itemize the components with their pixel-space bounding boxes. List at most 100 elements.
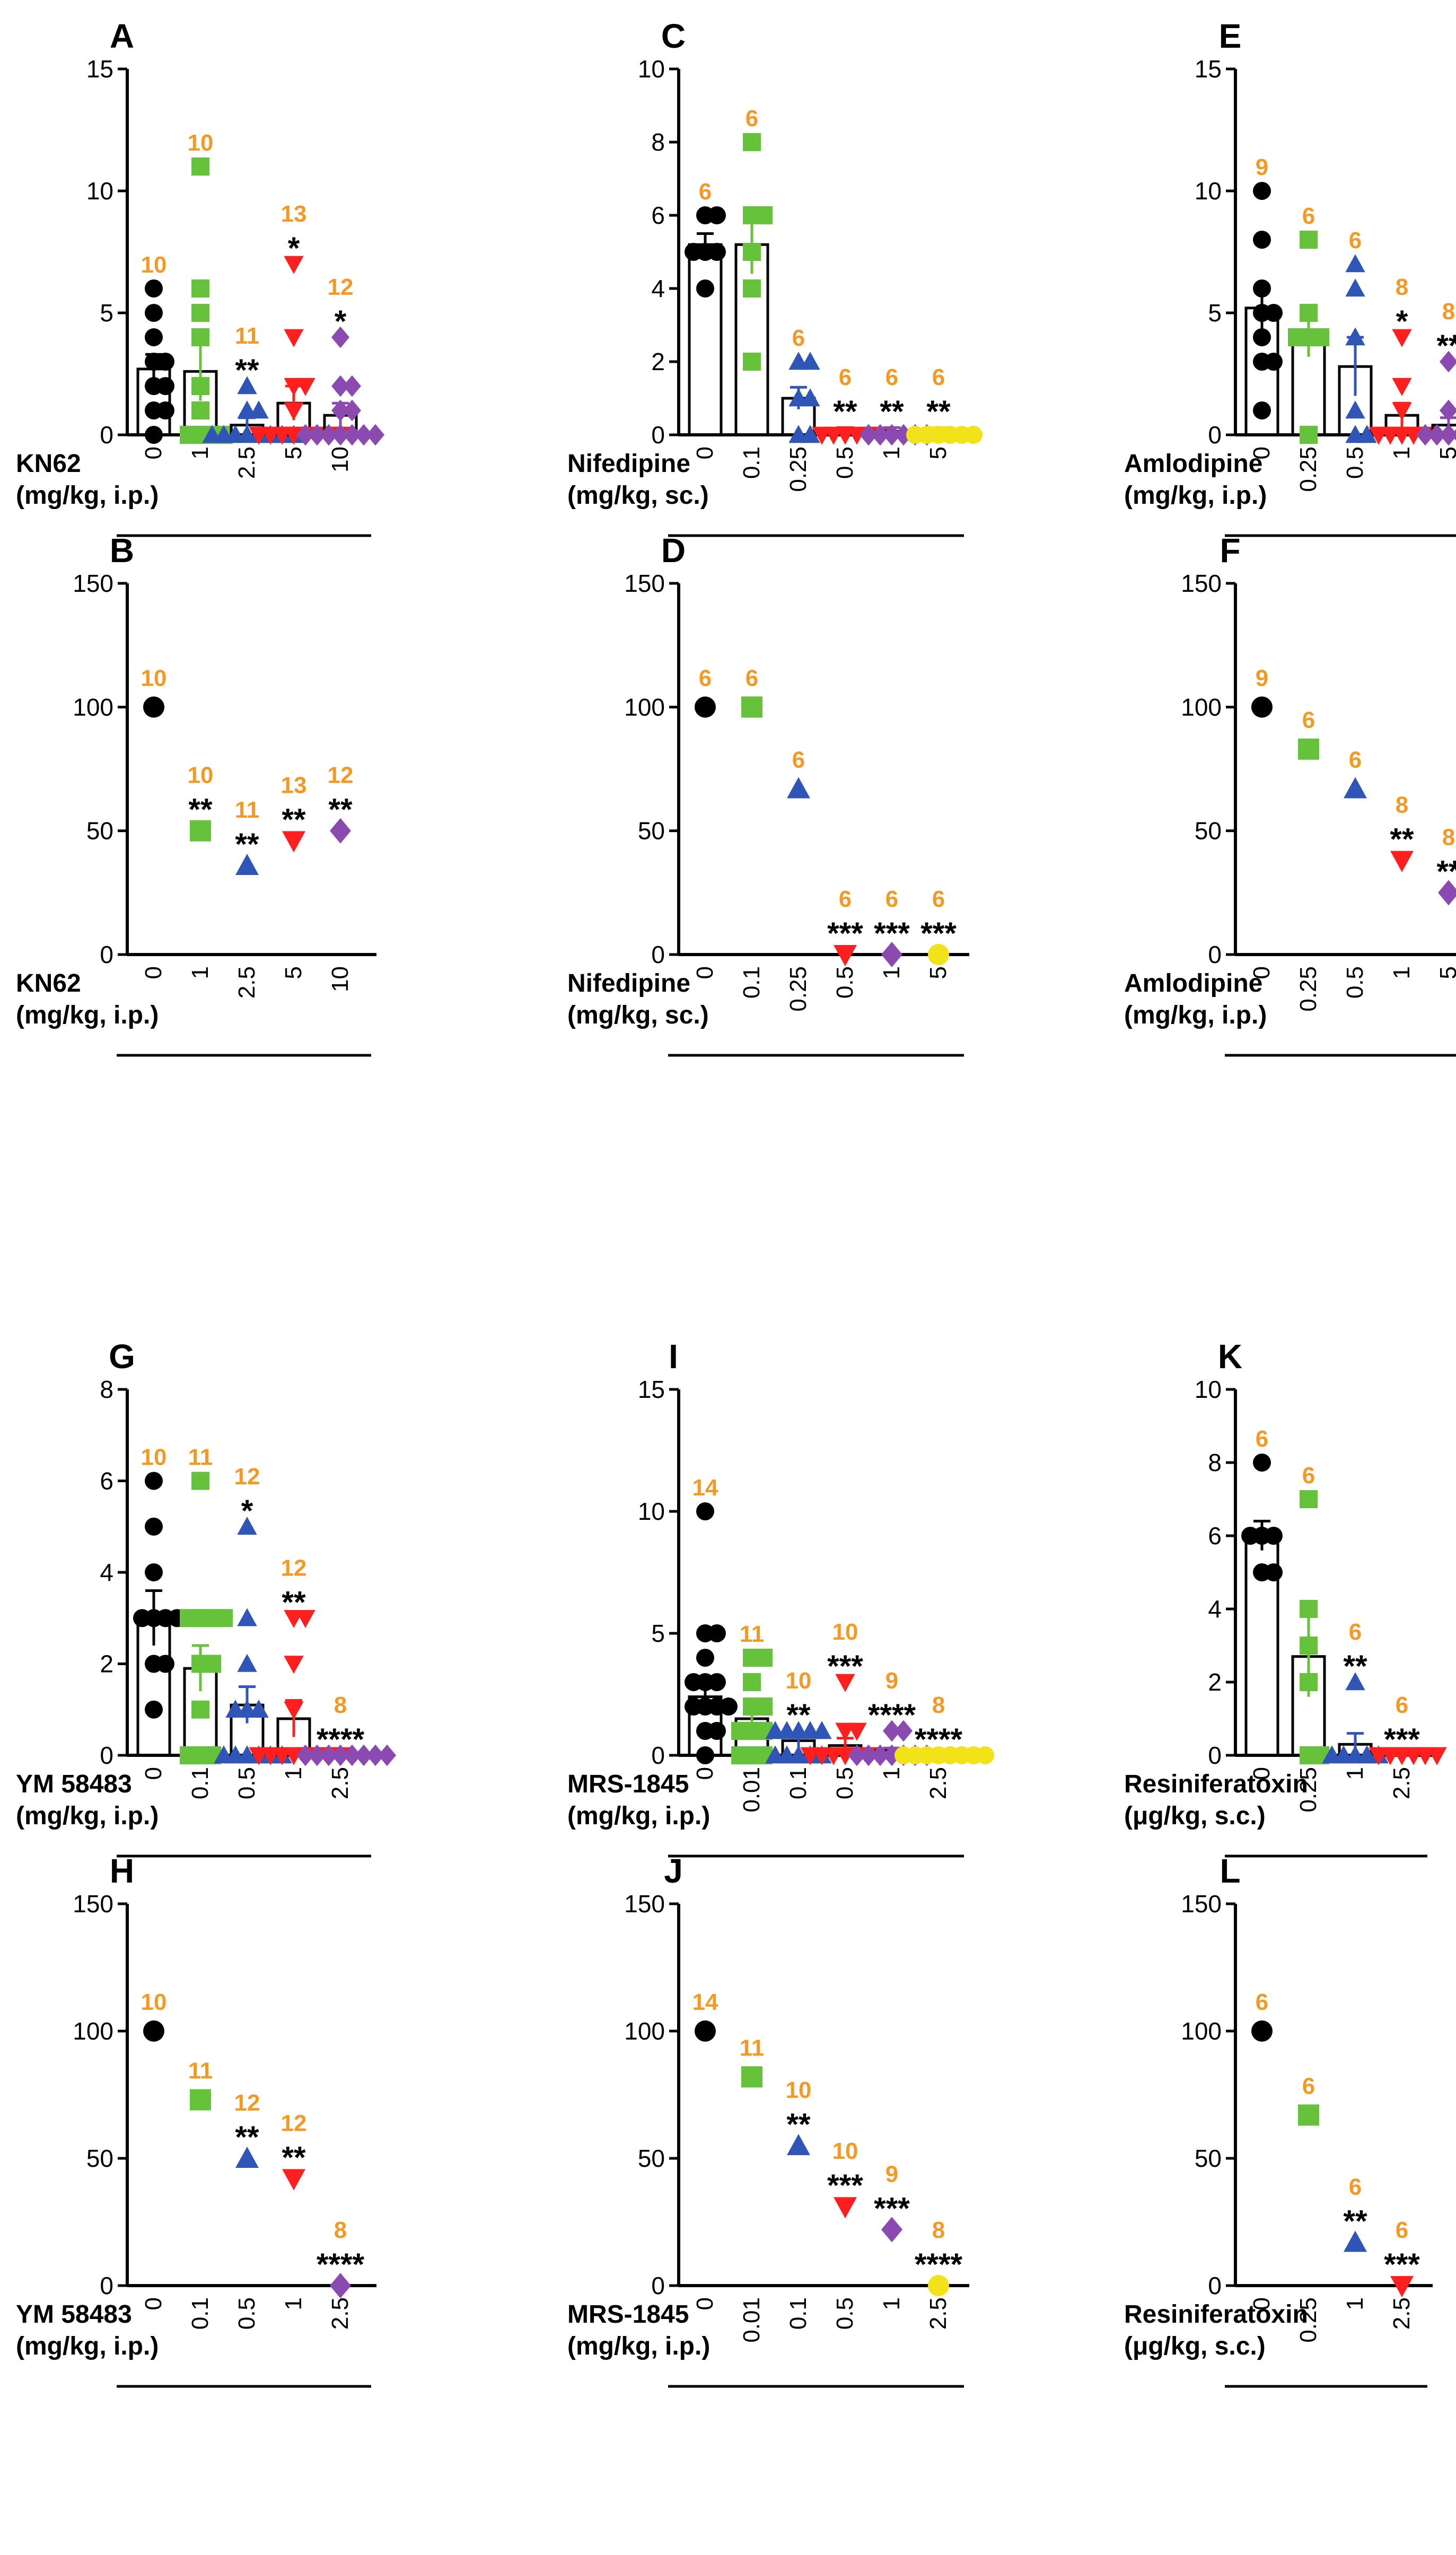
data-point bbox=[894, 1746, 913, 1764]
significance-stars: *** bbox=[874, 916, 910, 951]
n-label: 6 bbox=[1256, 1426, 1268, 1452]
data-point bbox=[755, 1649, 773, 1667]
percent-point bbox=[330, 2273, 351, 2298]
significance-stars: *** bbox=[920, 916, 957, 951]
n-label: 8 bbox=[334, 1692, 347, 1718]
x-tick-label: 0.1 bbox=[187, 1767, 213, 1799]
percent-point bbox=[190, 2089, 211, 2111]
data-point bbox=[731, 1746, 749, 1764]
data-point bbox=[237, 1653, 257, 1672]
x-tick-label: 0.5 bbox=[1342, 447, 1368, 479]
data-point bbox=[883, 1720, 901, 1742]
y-tick-label: 0 bbox=[100, 1742, 113, 1769]
y-tick-label: 5 bbox=[651, 1620, 665, 1647]
data-point bbox=[191, 1700, 209, 1719]
data-point bbox=[191, 1472, 209, 1490]
data-point bbox=[1392, 378, 1412, 396]
x-tick-label: 2.5 bbox=[234, 966, 260, 999]
y-tick-label: 5 bbox=[1208, 299, 1222, 327]
percent-point bbox=[330, 818, 351, 844]
data-point bbox=[191, 279, 209, 298]
x-tick-label: 0 bbox=[141, 447, 166, 459]
y-tick-label: 4 bbox=[1208, 1595, 1222, 1623]
n-label: 11 bbox=[235, 323, 260, 349]
x-tick-label: 0 bbox=[1249, 966, 1275, 979]
x-tick-label: 0 bbox=[692, 447, 718, 459]
drug-name: Resiniferatoxin bbox=[1124, 2300, 1308, 2329]
y-tick-label: 0 bbox=[1208, 2272, 1222, 2299]
x-tick-label: 0.25 bbox=[1295, 447, 1321, 492]
n-label: 6 bbox=[792, 325, 805, 351]
panel-letter: H bbox=[110, 1852, 134, 1890]
significance-stars: * bbox=[241, 1494, 253, 1528]
significance-stars: *** bbox=[1384, 1722, 1420, 1757]
data-point bbox=[743, 279, 761, 298]
data-point bbox=[237, 1608, 257, 1626]
x-tick-label: 1 bbox=[879, 1767, 905, 1780]
y-tick-label: 8 bbox=[651, 128, 665, 156]
x-tick-label: 2.5 bbox=[925, 2297, 951, 2330]
data-point bbox=[1253, 328, 1271, 346]
significance-stars: *** bbox=[874, 2191, 910, 2226]
n-label: 6 bbox=[1302, 2073, 1315, 2099]
x-tick-label: 0.25 bbox=[785, 966, 811, 1012]
panel-letter: J bbox=[664, 1852, 683, 1890]
y-tick-label: 10 bbox=[1195, 177, 1222, 205]
n-label: 9 bbox=[1256, 665, 1268, 691]
data-point bbox=[214, 1745, 234, 1764]
y-tick-label: 50 bbox=[638, 2145, 665, 2172]
percent-point bbox=[1390, 851, 1414, 872]
data-point bbox=[731, 1722, 749, 1740]
y-tick-label: 5 bbox=[100, 299, 113, 327]
dose-units: (mg/kg, i.p.) bbox=[567, 1802, 710, 1830]
percent-point bbox=[1438, 880, 1456, 906]
data-point bbox=[1345, 400, 1365, 419]
panel-letter: D bbox=[661, 531, 686, 570]
dose-units: (mg/kg, i.p.) bbox=[567, 2332, 710, 2360]
n-label: 6 bbox=[1396, 1692, 1408, 1718]
x-tick-label: 0 bbox=[692, 1767, 718, 1780]
panel-j: J 0 50 100 150 0 0.01 0.1 0.5 1 2.5 MRS-1845 (mg/kg,… bbox=[567, 1852, 969, 2388]
dose-units: (mg/kg, i.p.) bbox=[16, 2332, 159, 2360]
data-point bbox=[237, 1517, 257, 1535]
data-point bbox=[295, 1609, 315, 1628]
x-tick-label: 2.5 bbox=[1389, 1767, 1415, 1799]
data-point bbox=[156, 353, 174, 371]
x-tick-label: 0 bbox=[141, 966, 166, 979]
x-tick-label: 0.1 bbox=[739, 966, 765, 999]
data-point bbox=[1357, 425, 1377, 443]
x-tick-label: 1 bbox=[879, 2297, 905, 2310]
data-point bbox=[249, 400, 269, 419]
dose-units: (μg/kg, s.c.) bbox=[1124, 1802, 1266, 1830]
data-point bbox=[743, 1673, 761, 1691]
x-tick-label: 0.25 bbox=[1295, 1767, 1321, 1813]
data-point bbox=[800, 1747, 820, 1765]
data-point bbox=[1311, 328, 1329, 346]
panel-f: F05010015000.250.51510Amlodipine(mg/kg, … bbox=[1124, 531, 1456, 1057]
n-label: 6 bbox=[745, 106, 758, 132]
y-tick-label: 100 bbox=[624, 2017, 665, 2045]
percent-point bbox=[741, 696, 762, 718]
data-point bbox=[685, 243, 703, 261]
n-label: 9 bbox=[885, 2161, 898, 2187]
x-tick-label: 5 bbox=[925, 966, 951, 979]
data-point bbox=[835, 1674, 855, 1692]
x-tick-label: 0.5 bbox=[234, 2297, 260, 2330]
x-tick-label: 0.5 bbox=[832, 447, 858, 479]
data-point bbox=[1241, 1527, 1259, 1545]
percent-point bbox=[1390, 2276, 1414, 2297]
panel-l: L 0 50 100 150 0 0.25 1 2.5 Resiniferatoxin (μg/kg… bbox=[1124, 1852, 1433, 2388]
drug-name: Amlodipine bbox=[1124, 450, 1262, 478]
n-label: 6 bbox=[1349, 228, 1362, 253]
x-tick-label: 0.1 bbox=[785, 1767, 811, 1799]
drug-name: YM 58483 bbox=[16, 2300, 132, 2329]
x-tick-label: 1 bbox=[280, 1767, 306, 1780]
y-tick-label: 10 bbox=[638, 55, 665, 83]
dose-units: (mg/kg, i.p.) bbox=[16, 1001, 159, 1029]
n-label: 6 bbox=[1396, 2217, 1408, 2243]
bar bbox=[688, 243, 723, 436]
x-tick-label: 10 bbox=[327, 447, 353, 472]
data-point bbox=[284, 329, 304, 347]
data-point bbox=[237, 376, 257, 395]
data-point bbox=[696, 279, 714, 298]
